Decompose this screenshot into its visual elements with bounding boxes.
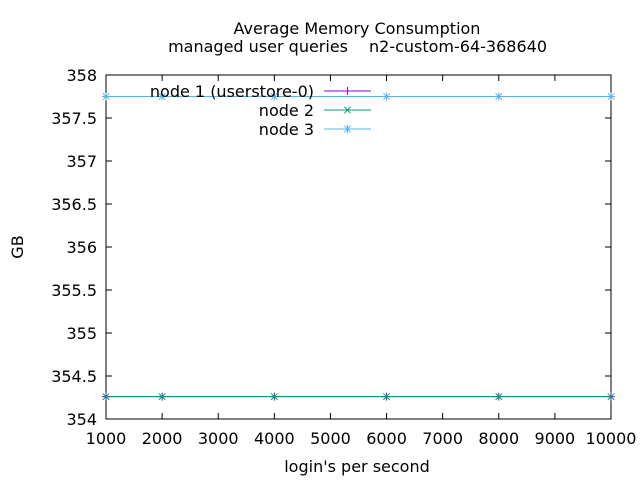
series-3-point [158, 92, 167, 101]
chart-title: Average Memory Consumption [234, 19, 481, 38]
y-tick-label: 355 [66, 324, 97, 343]
legend-label-1: node 1 (userstore-0) [150, 82, 314, 101]
y-tick-label: 358 [66, 66, 97, 85]
y-tick-label: 357 [66, 152, 97, 171]
y-tick-label: 356.5 [51, 195, 97, 214]
x-tick-label: 7000 [422, 429, 463, 448]
x-tick-label: 4000 [254, 429, 295, 448]
series-3-point [607, 92, 615, 101]
x-axis-label: login's per second [284, 457, 430, 476]
x-tick-label: 10000 [586, 429, 637, 448]
chart-subtitle-left: managed user queries [168, 37, 348, 56]
y-tick-label: 354 [66, 410, 97, 429]
series-2-point [102, 393, 110, 401]
series-2-point [607, 393, 615, 401]
series-3-point [270, 92, 279, 101]
series-3-point [494, 92, 503, 101]
legend-marker-1 [343, 87, 352, 95]
legend-marker-2 [343, 106, 352, 114]
y-tick-label: 355.5 [51, 281, 97, 300]
legend-marker-3 [343, 125, 352, 133]
x-tick-label: 1000 [86, 429, 127, 448]
y-axis-label: GB [8, 235, 27, 258]
x-tick-label: 8000 [478, 429, 519, 448]
legend-label-3: node 3 [259, 120, 314, 139]
legend-label-2: node 2 [259, 101, 314, 120]
x-tick-label: 3000 [198, 429, 239, 448]
plot-frame [105, 74, 612, 420]
series-3-point [382, 92, 391, 101]
x-tick-label: 6000 [366, 429, 407, 448]
x-tick-label: 2000 [142, 429, 183, 448]
series-layer [102, 92, 615, 401]
series-3-point [102, 92, 110, 101]
series-2-point [158, 393, 166, 401]
x-tick-label: 5000 [310, 429, 351, 448]
axis-ticks: 1000 2000 3000 4000 5000 6000 7000 8000 9000 1000… [51, 66, 636, 448]
x-tick-label: 9000 [535, 429, 576, 448]
series-2-point [383, 393, 391, 401]
y-tick-label: 354.5 [51, 367, 97, 386]
series-2-point [270, 393, 278, 401]
chart-subtitle-right: n2-custom-64-368640 [369, 37, 547, 56]
y-tick-label: 356 [66, 238, 97, 257]
series-2-point [495, 393, 503, 401]
y-tick-label: 357.5 [51, 109, 97, 128]
